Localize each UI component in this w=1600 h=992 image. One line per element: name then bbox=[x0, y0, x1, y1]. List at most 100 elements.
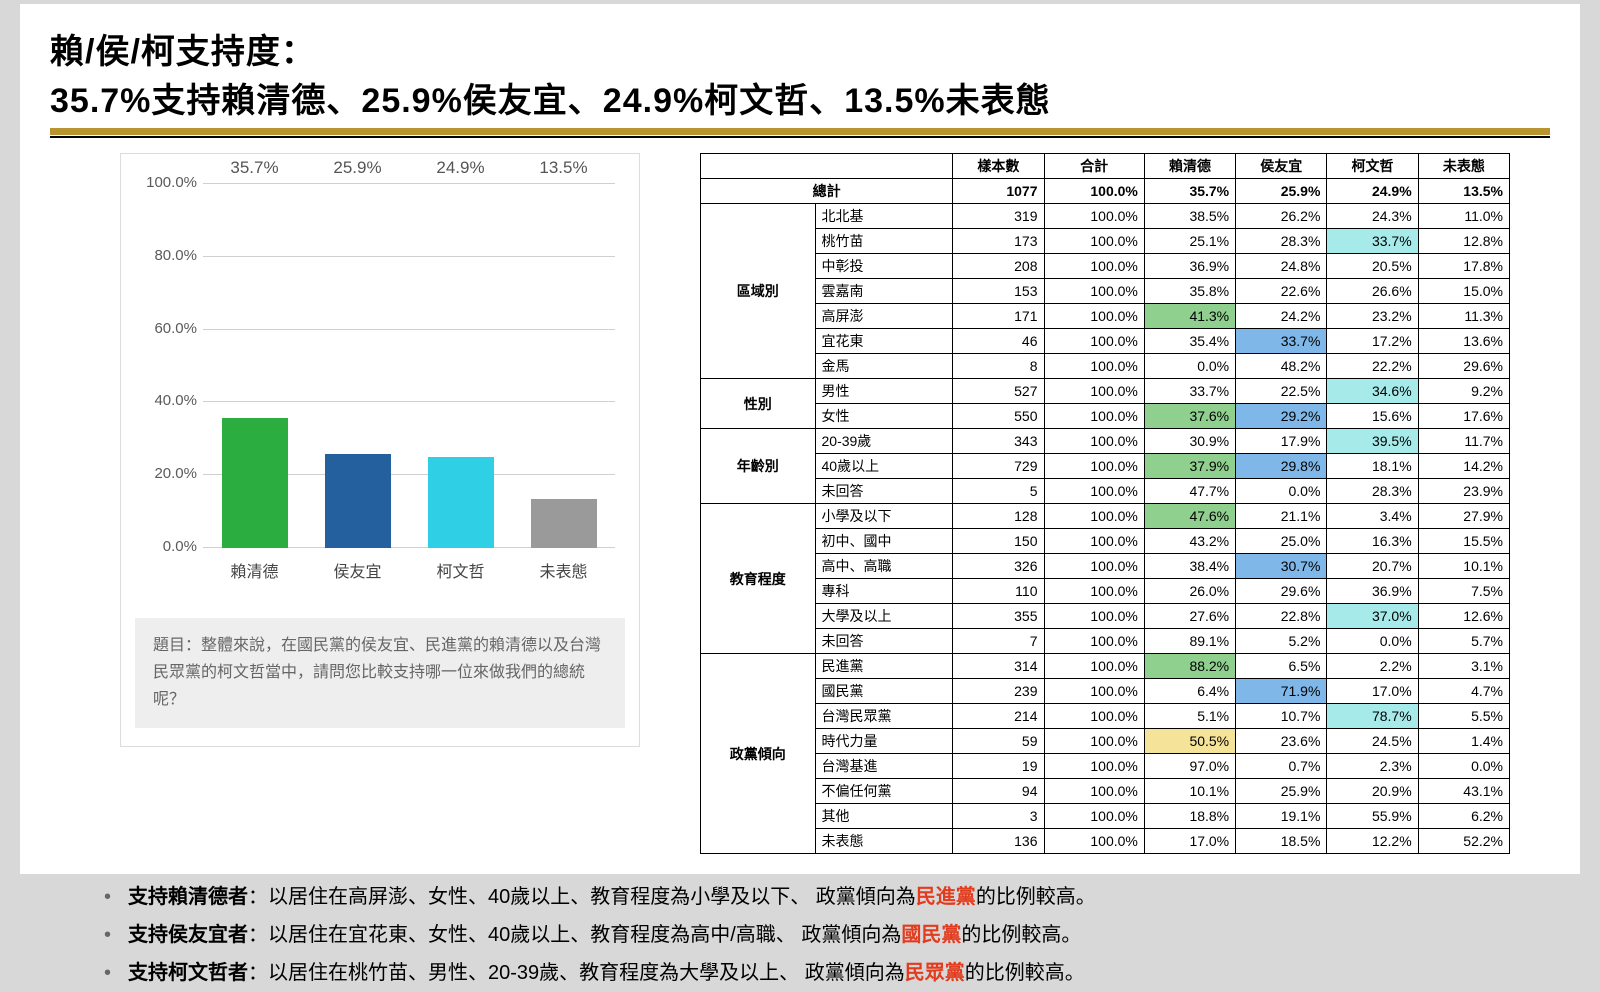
data-cell: 12.6% bbox=[1418, 604, 1509, 629]
data-cell: 10.7% bbox=[1236, 704, 1327, 729]
data-cell: 15.5% bbox=[1418, 529, 1509, 554]
data-cell: 26.6% bbox=[1327, 279, 1418, 304]
data-cell: 7 bbox=[953, 629, 1044, 654]
table-header: 未表態 bbox=[1418, 154, 1509, 179]
data-cell: 0.0% bbox=[1418, 754, 1509, 779]
data-cell: 26.2% bbox=[1236, 204, 1327, 229]
total-cell: 25.9% bbox=[1236, 179, 1327, 204]
subcategory-cell: 未表態 bbox=[815, 829, 953, 854]
data-cell: 59 bbox=[953, 729, 1044, 754]
data-cell: 33.7% bbox=[1236, 329, 1327, 354]
data-cell: 100.0% bbox=[1044, 604, 1144, 629]
data-cell: 25.1% bbox=[1144, 229, 1235, 254]
crosstab-table: 樣本數合計賴清德侯友宜柯文哲未表態總計1077100.0%35.7%25.9%2… bbox=[700, 153, 1510, 854]
subcategory-cell: 國民黨 bbox=[815, 679, 953, 704]
data-cell: 15.6% bbox=[1327, 404, 1418, 429]
subcategory-cell: 小學及以下 bbox=[815, 504, 953, 529]
table-row: 金馬8100.0%0.0%48.2%22.2%29.6% bbox=[701, 354, 1510, 379]
table-row: 未回答5100.0%47.7%0.0%28.3%23.9% bbox=[701, 479, 1510, 504]
data-cell: 173 bbox=[953, 229, 1044, 254]
category-cell: 政黨傾向 bbox=[701, 654, 816, 854]
table-header: 樣本數 bbox=[953, 154, 1044, 179]
data-cell: 14.2% bbox=[1418, 454, 1509, 479]
summary-bullets: 支持賴清德者：以居住在高屏澎、女性、40歲以上、教育程度為小學及以下、 政黨傾向… bbox=[100, 878, 1550, 992]
x-axis-labels: 賴清德侯友宜柯文哲未表態 bbox=[203, 558, 615, 582]
subcategory-cell: 桃竹苗 bbox=[815, 229, 953, 254]
table-row: 區域別北北基319100.0%38.5%26.2%24.3%11.0% bbox=[701, 204, 1510, 229]
table-header: 賴清德 bbox=[1144, 154, 1235, 179]
question-text: 題目：整體來說，在國民黨的侯友宜、民進黨的賴清德以及台灣民眾黨的柯文哲當中，請問… bbox=[135, 618, 625, 728]
subcategory-cell: 高中、高職 bbox=[815, 554, 953, 579]
table-row: 台灣基進19100.0%97.0%0.7%2.3%0.0% bbox=[701, 754, 1510, 779]
data-cell: 36.9% bbox=[1327, 579, 1418, 604]
subcategory-cell: 台灣民眾黨 bbox=[815, 704, 953, 729]
data-cell: 110 bbox=[953, 579, 1044, 604]
data-cell: 100.0% bbox=[1044, 304, 1144, 329]
data-cell: 208 bbox=[953, 254, 1044, 279]
summary-bullet: 支持賴清德者：以居住在高屏澎、女性、40歲以上、教育程度為小學及以下、 政黨傾向… bbox=[100, 878, 1550, 916]
data-cell: 3.4% bbox=[1327, 504, 1418, 529]
data-cell: 37.9% bbox=[1144, 454, 1235, 479]
data-cell: 100.0% bbox=[1044, 429, 1144, 454]
bar-rect bbox=[428, 457, 494, 548]
subcategory-cell: 宜花東 bbox=[815, 329, 953, 354]
data-cell: 100.0% bbox=[1044, 379, 1144, 404]
slide: 賴/侯/柯支持度： 35.7%支持賴清德、25.9%侯友宜、24.9%柯文哲、1… bbox=[20, 4, 1580, 874]
category-cell: 性別 bbox=[701, 379, 816, 429]
data-cell: 100.0% bbox=[1044, 504, 1144, 529]
subcategory-cell: 男性 bbox=[815, 379, 953, 404]
data-cell: 55.9% bbox=[1327, 804, 1418, 829]
data-cell: 24.5% bbox=[1327, 729, 1418, 754]
data-cell: 100.0% bbox=[1044, 629, 1144, 654]
data-cell: 47.6% bbox=[1144, 504, 1235, 529]
table-row: 未回答7100.0%89.1%5.2%0.0%5.7% bbox=[701, 629, 1510, 654]
summary-bullet: 支持柯文哲者：以居住在桃竹苗、男性、20-39歲、教育程度為大學及以上、 政黨傾… bbox=[100, 954, 1550, 992]
y-tick-label: 40.0% bbox=[141, 392, 197, 409]
table-row: 台灣民眾黨214100.0%5.1%10.7%78.7%5.5% bbox=[701, 704, 1510, 729]
subcategory-cell: 未回答 bbox=[815, 629, 953, 654]
data-cell: 26.0% bbox=[1144, 579, 1235, 604]
table-row: 未表態136100.0%17.0%18.5%12.2%52.2% bbox=[701, 829, 1510, 854]
total-cell: 13.5% bbox=[1418, 179, 1509, 204]
data-cell: 29.8% bbox=[1236, 454, 1327, 479]
subcategory-cell: 40歲以上 bbox=[815, 454, 953, 479]
data-cell: 2.2% bbox=[1327, 654, 1418, 679]
subcategory-cell: 大學及以上 bbox=[815, 604, 953, 629]
data-cell: 214 bbox=[953, 704, 1044, 729]
y-tick-label: 100.0% bbox=[141, 174, 197, 191]
data-cell: 100.0% bbox=[1044, 254, 1144, 279]
data-cell: 28.3% bbox=[1327, 479, 1418, 504]
bar-chart: 0.0%20.0%40.0%60.0%80.0%100.0%35.7%25.9%… bbox=[135, 174, 625, 604]
data-cell: 0.0% bbox=[1236, 479, 1327, 504]
data-cell: 9.2% bbox=[1418, 379, 1509, 404]
table-row: 不偏任何黨94100.0%10.1%25.9%20.9%43.1% bbox=[701, 779, 1510, 804]
data-cell: 12.2% bbox=[1327, 829, 1418, 854]
data-cell: 0.0% bbox=[1327, 629, 1418, 654]
data-cell: 25.0% bbox=[1236, 529, 1327, 554]
data-cell: 314 bbox=[953, 654, 1044, 679]
subcategory-cell: 金馬 bbox=[815, 354, 953, 379]
title-block: 賴/侯/柯支持度： 35.7%支持賴清德、25.9%侯友宜、24.9%柯文哲、1… bbox=[50, 24, 1550, 122]
x-tick-label: 未表態 bbox=[512, 558, 615, 582]
subcategory-cell: 北北基 bbox=[815, 204, 953, 229]
data-cell: 38.5% bbox=[1144, 204, 1235, 229]
data-cell: 0.7% bbox=[1236, 754, 1327, 779]
bar-value-label: 35.7% bbox=[230, 158, 278, 178]
table-row: 高中、高職326100.0%38.4%30.7%20.7%10.1% bbox=[701, 554, 1510, 579]
subcategory-cell: 民進黨 bbox=[815, 654, 953, 679]
table-row: 40歲以上729100.0%37.9%29.8%18.1%14.2% bbox=[701, 454, 1510, 479]
subcategory-cell: 專科 bbox=[815, 579, 953, 604]
table-row: 年齡別20-39歲343100.0%30.9%17.9%39.5%11.7% bbox=[701, 429, 1510, 454]
data-cell: 729 bbox=[953, 454, 1044, 479]
title-line1: 賴/侯/柯支持度： bbox=[50, 24, 1550, 73]
data-cell: 88.2% bbox=[1144, 654, 1235, 679]
table-row: 初中、國中150100.0%43.2%25.0%16.3%15.5% bbox=[701, 529, 1510, 554]
x-tick-label: 柯文哲 bbox=[409, 558, 512, 582]
data-cell: 319 bbox=[953, 204, 1044, 229]
data-cell: 17.6% bbox=[1418, 404, 1509, 429]
data-cell: 39.5% bbox=[1327, 429, 1418, 454]
summary-bullet: 支持侯友宜者：以居住在宜花東、女性、40歲以上、教育程度為高中/高職、 政黨傾向… bbox=[100, 916, 1550, 954]
bar-柯文哲: 24.9% bbox=[409, 184, 512, 548]
data-cell: 343 bbox=[953, 429, 1044, 454]
data-cell: 100.0% bbox=[1044, 754, 1144, 779]
